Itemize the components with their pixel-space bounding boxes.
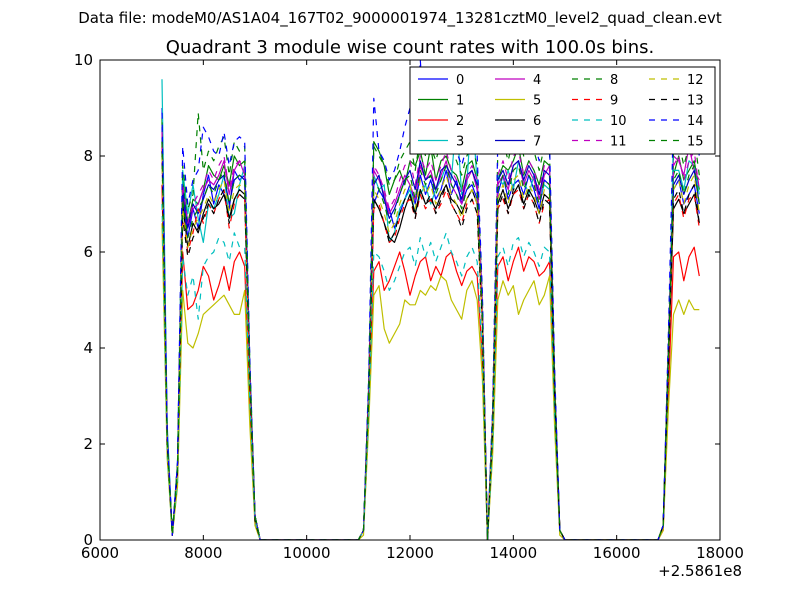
series-line-15 bbox=[161, 141, 700, 540]
chart-title: Quadrant 3 module wise count rates with … bbox=[165, 37, 655, 58]
x-tick-label: 8000 bbox=[184, 544, 222, 562]
y-tick-label: 2 bbox=[83, 435, 93, 453]
series-line-9 bbox=[161, 146, 700, 540]
series-line-13 bbox=[161, 151, 700, 540]
legend-label-9: 9 bbox=[610, 94, 618, 109]
x-offset-label: +2.5861e8 bbox=[658, 562, 742, 580]
x-tick-label: 6000 bbox=[81, 544, 119, 562]
x-tick-label: 18000 bbox=[696, 544, 744, 562]
legend-label-13: 13 bbox=[687, 94, 704, 109]
series-line-6 bbox=[161, 141, 700, 540]
y-tick-label: 6 bbox=[83, 243, 93, 261]
y-tick-label: 8 bbox=[83, 147, 93, 165]
legend-label-14: 14 bbox=[687, 114, 704, 129]
figure-suptitle: Data file: modeM0/AS1A04_167T02_90000019… bbox=[78, 9, 722, 27]
legend-label-1: 1 bbox=[456, 94, 464, 109]
legend-label-0: 0 bbox=[456, 73, 464, 88]
series-line-12 bbox=[161, 155, 700, 540]
series-line-7 bbox=[161, 127, 700, 540]
legend-label-8: 8 bbox=[610, 73, 618, 88]
x-tick-label: 10000 bbox=[283, 544, 331, 562]
series-line-5 bbox=[161, 223, 700, 540]
y-tick-label: 10 bbox=[74, 51, 93, 69]
legend-label-5: 5 bbox=[533, 94, 541, 109]
x-tick-label: 14000 bbox=[489, 544, 537, 562]
legend-label-11: 11 bbox=[610, 135, 627, 150]
x-axis: 6000 8000 10000 12000 14000 16000 18000 bbox=[81, 60, 744, 562]
legend-box bbox=[409, 66, 716, 155]
y-tick-label: 4 bbox=[83, 339, 93, 357]
y-tick-label: 0 bbox=[83, 531, 93, 549]
x-tick-label: 16000 bbox=[593, 544, 641, 562]
series-line-2 bbox=[161, 184, 700, 540]
legend-label-10: 10 bbox=[610, 114, 627, 129]
legend-label-15: 15 bbox=[687, 135, 704, 150]
legend-label-3: 3 bbox=[456, 135, 464, 150]
legend-label-7: 7 bbox=[533, 135, 541, 150]
legend-label-6: 6 bbox=[533, 114, 541, 129]
x-tick-label: 12000 bbox=[386, 544, 434, 562]
series-line-10 bbox=[161, 126, 700, 540]
legend-label-4: 4 bbox=[533, 73, 541, 88]
legend-label-12: 12 bbox=[687, 73, 704, 88]
legend-label-2: 2 bbox=[456, 114, 464, 129]
